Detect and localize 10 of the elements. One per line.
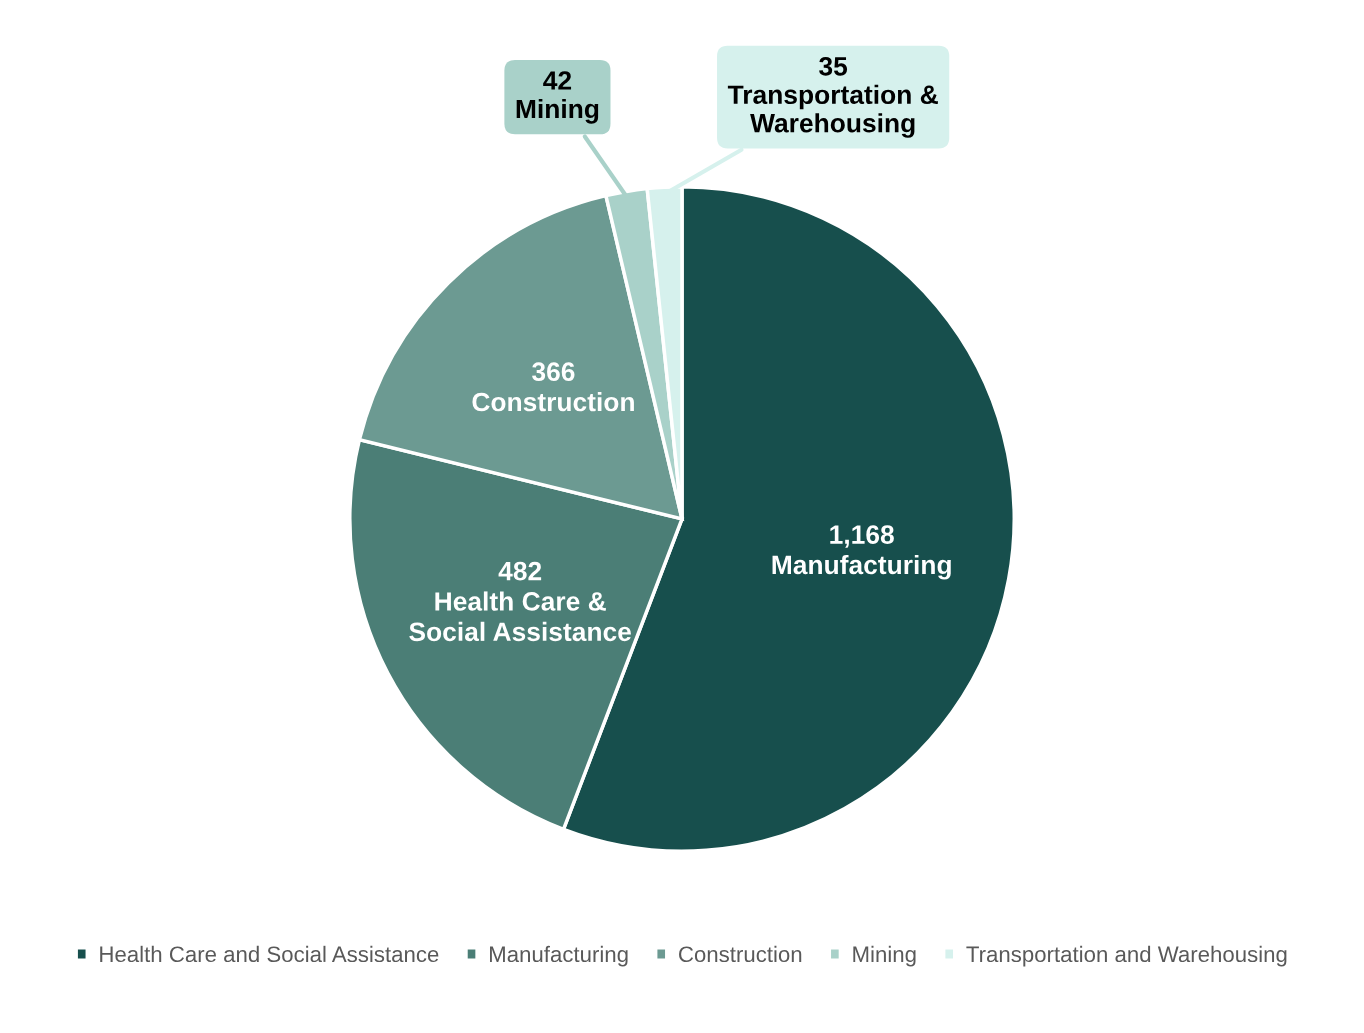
legend-label: Manufacturing [490, 945, 628, 967]
legend-label: Construction [679, 945, 802, 963]
data-label: 35 Transportation & Warehousing [727, 56, 938, 138]
data-label: 1,168 Manufacturing [772, 525, 951, 580]
data-label: 42 Mining [516, 71, 599, 124]
data-label: 366 Construction [472, 362, 634, 412]
legend-label: Health Care and Social Assistance [100, 945, 439, 963]
legend-label: Transportation and Warehousing [966, 945, 1287, 967]
legend-label: Mining [853, 945, 916, 967]
data-label: 482 Health Care & Social Assistance [409, 561, 631, 642]
